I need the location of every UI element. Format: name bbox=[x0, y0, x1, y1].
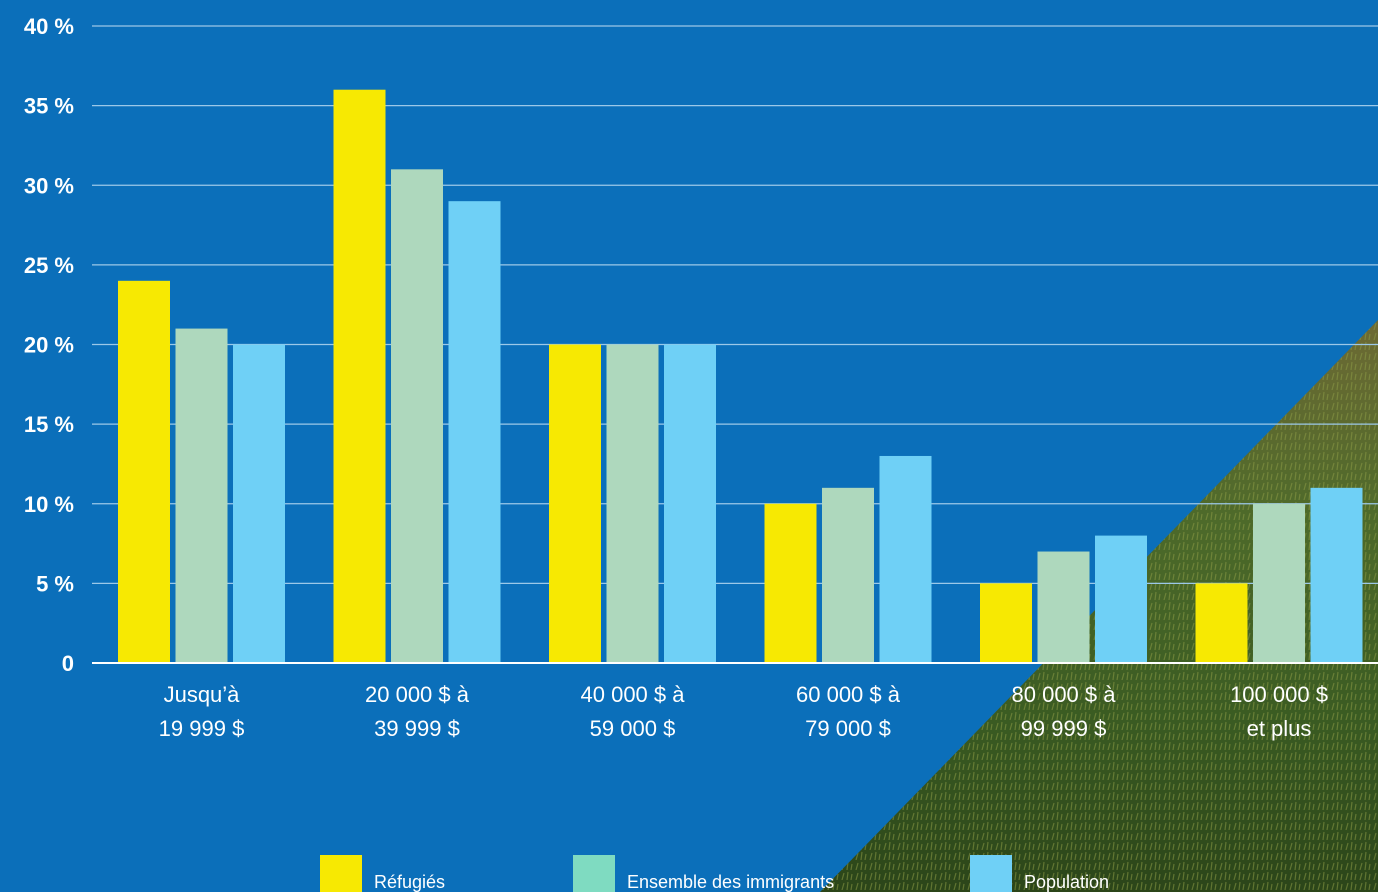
bar-population bbox=[879, 455, 932, 663]
bars bbox=[118, 89, 1363, 664]
bar-population bbox=[1095, 535, 1147, 663]
bar-refugies bbox=[118, 280, 170, 663]
bar-population bbox=[664, 344, 716, 663]
bar-ensemble-immigrants bbox=[391, 169, 443, 663]
legend-label: Ensemble des immigrants bbox=[627, 872, 834, 892]
x-tick-label: 60 000 $ à bbox=[796, 682, 901, 707]
bar-ensemble-immigrants bbox=[1253, 503, 1305, 663]
x-tick-label: et plus bbox=[1247, 716, 1312, 741]
x-tick-label: 99 999 $ bbox=[1021, 716, 1107, 741]
y-tick-label: 20 % bbox=[24, 333, 74, 358]
x-tick-label: 80 000 $ à bbox=[1012, 682, 1117, 707]
y-tick-label: 0 bbox=[62, 651, 74, 676]
x-tick-label: 20 000 $ à bbox=[365, 682, 470, 707]
x-tick-label: 39 999 $ bbox=[374, 716, 460, 741]
bar-refugies bbox=[549, 344, 601, 663]
legend-label: Réfugiés bbox=[374, 872, 445, 892]
y-tick-label: 5 % bbox=[36, 571, 74, 596]
legend-label: Population bbox=[1024, 872, 1109, 892]
y-tick-label: 40 % bbox=[24, 14, 74, 39]
legend-swatch bbox=[320, 855, 362, 892]
gridlines bbox=[92, 25, 1378, 584]
bar-refugies bbox=[333, 89, 386, 663]
legend: Réfugiés Ensemble des immigrants Populatio… bbox=[320, 855, 1109, 892]
bar-refugies bbox=[1195, 583, 1248, 663]
bar-ensemble-immigrants bbox=[606, 344, 659, 663]
y-tick-label: 35 % bbox=[24, 94, 74, 119]
legend-swatch bbox=[970, 855, 1012, 892]
bar-population bbox=[1310, 487, 1363, 663]
bar-population bbox=[448, 201, 501, 664]
legend-swatch bbox=[573, 855, 615, 892]
x-tick-label: Jusqu’à bbox=[164, 682, 241, 707]
bar-population bbox=[233, 344, 285, 663]
y-tick-label: 15 % bbox=[24, 412, 74, 437]
x-tick-label: 19 999 $ bbox=[159, 716, 245, 741]
y-tick-label: 25 % bbox=[24, 253, 74, 278]
x-tick-label: 100 000 $ bbox=[1230, 682, 1328, 707]
x-tick-label: 79 000 $ bbox=[805, 716, 891, 741]
bar-ensemble-immigrants bbox=[1037, 551, 1090, 663]
y-tick-label: 10 % bbox=[24, 492, 74, 517]
axes: 0 5 % 10 % 15 % 20 % 25 % 30 % 35 % 40 % Jusqu’à 1… bbox=[24, 14, 1378, 741]
x-tick-label: 40 000 $ à bbox=[581, 682, 686, 707]
bar-refugies bbox=[764, 503, 817, 663]
bar-ensemble-immigrants bbox=[822, 487, 874, 663]
bar-ensemble-immigrants bbox=[175, 328, 228, 663]
bar-refugies bbox=[980, 583, 1032, 663]
y-tick-label: 30 % bbox=[24, 173, 74, 198]
x-tick-label: 59 000 $ bbox=[590, 716, 676, 741]
